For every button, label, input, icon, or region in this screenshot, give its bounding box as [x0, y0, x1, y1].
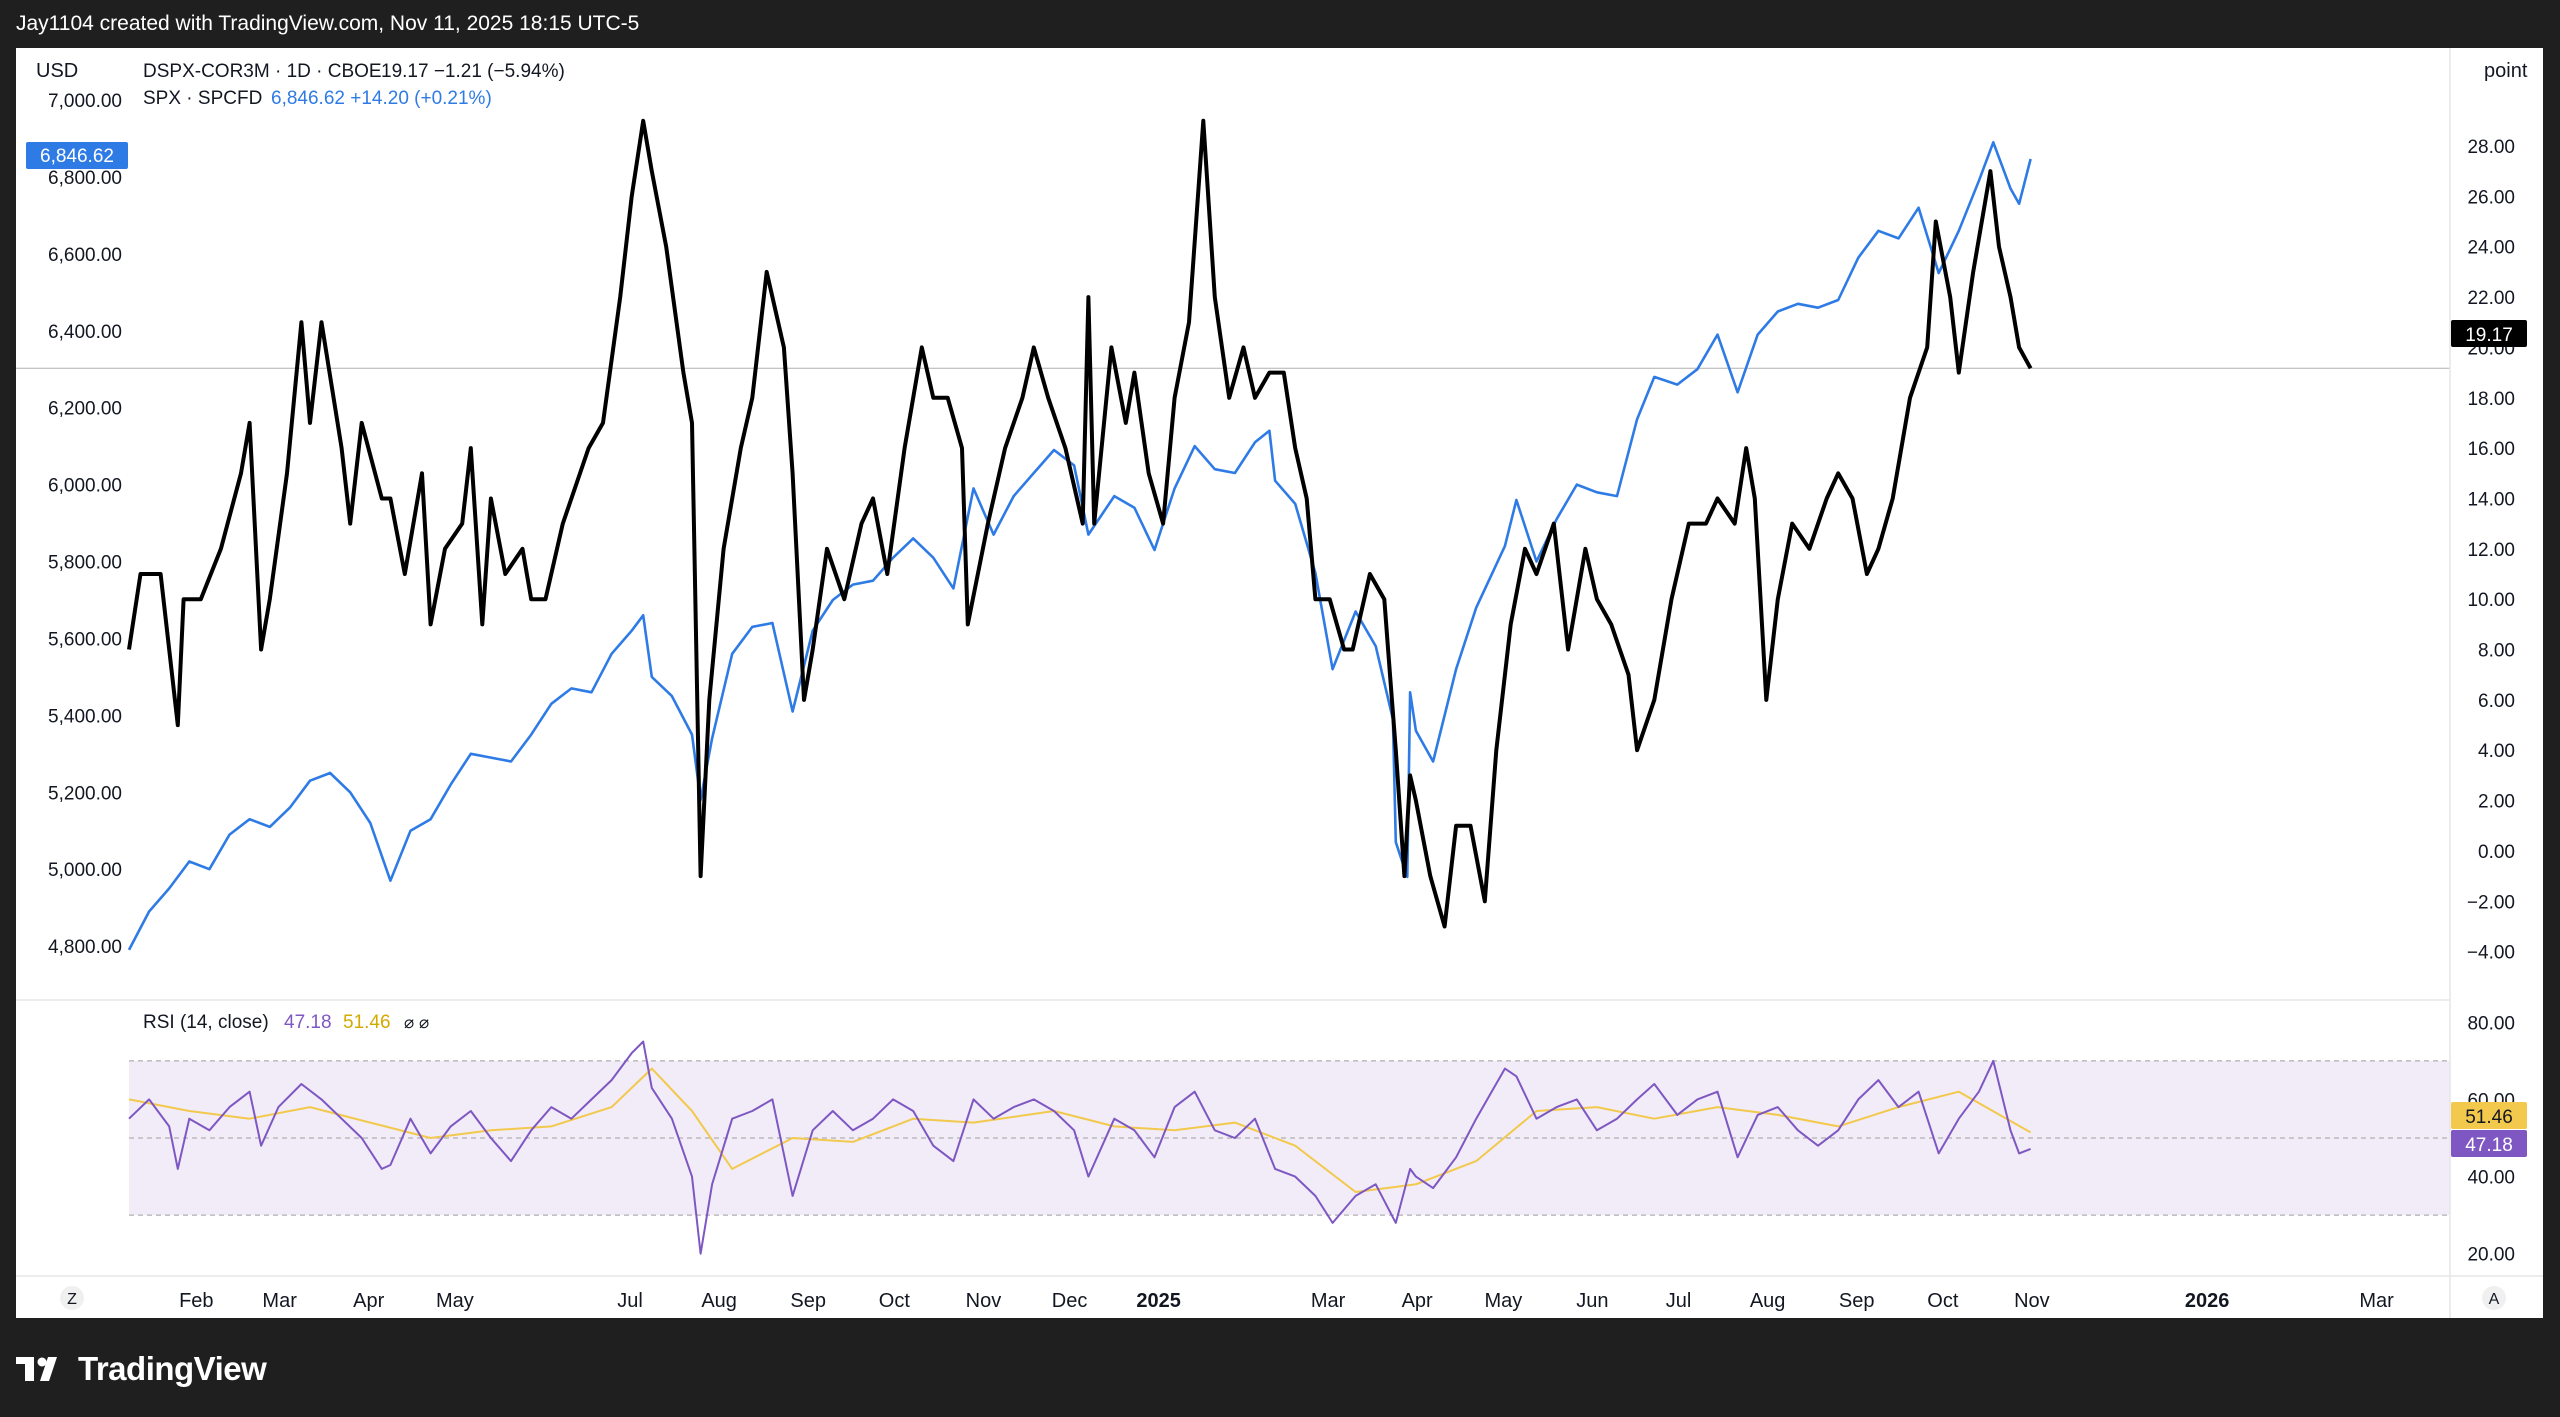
left-axis-tick: 6,800.00 — [48, 168, 122, 189]
time-axis-label: May — [436, 1290, 474, 1312]
right-axis-tick: 8.00 — [2478, 641, 2515, 662]
time-axis-label: May — [1484, 1290, 1522, 1312]
left-axis-tick: 6,000.00 — [48, 476, 122, 497]
time-axis-label: Mar — [262, 1290, 297, 1312]
series-layer — [127, 118, 2033, 1255]
rsi-axis-tick: 20.00 — [2467, 1245, 2515, 1266]
rsi-ma-badge: 51.46 — [2451, 1102, 2527, 1129]
time-axis-label: Nov — [2014, 1290, 2050, 1312]
right-axis-tick: 28.00 — [2467, 137, 2515, 158]
currency-label[interactable]: USD — [36, 60, 78, 82]
dspx-series-line — [127, 118, 2033, 929]
time-axis-label: Mar — [1311, 1290, 1346, 1312]
left-axis-tick: 6,400.00 — [48, 322, 122, 343]
series2-symbol[interactable]: SPX · SPCFD — [143, 88, 262, 109]
auto-scale-button[interactable]: A — [2482, 1286, 2506, 1310]
series1-values: 19.17 −1.21 (−5.94%) — [381, 61, 565, 82]
right-axis-tick: 18.00 — [2467, 389, 2515, 410]
time-axis-label: 2026 — [2185, 1290, 2230, 1312]
time-axis-label: 2025 — [1136, 1290, 1181, 1312]
left-price-text: 6,846.62 — [40, 146, 114, 167]
rsi-label[interactable]: RSI (14, close) — [143, 1012, 269, 1033]
footer-brand[interactable]: TradingView — [78, 1349, 267, 1387]
rsi-axis-tick: 80.00 — [2467, 1013, 2515, 1034]
rsi-ma-value: 51.46 — [343, 1012, 391, 1033]
left-axis-tick: 5,800.00 — [48, 553, 122, 574]
rsi-ma-badge-text: 51.46 — [2465, 1107, 2513, 1128]
attribution-bar: Jay1104 created with TradingView.com, No… — [0, 0, 2560, 48]
right-axis-tick: 6.00 — [2478, 691, 2515, 712]
zoom-reset-label: Z — [67, 1291, 77, 1308]
left-axis-tick: 5,600.00 — [48, 629, 122, 650]
rsi-settings-icons[interactable]: ⌀ ⌀ — [404, 1013, 429, 1032]
right-axis-tick: 0.00 — [2478, 842, 2515, 863]
time-axis-label: Apr — [1402, 1290, 1433, 1312]
left-axis-tick: 6,600.00 — [48, 245, 122, 266]
left-axis-tick: 7,000.00 — [48, 91, 122, 112]
right-axis-tick: 26.00 — [2467, 187, 2515, 208]
series2-values: 6,846.62 +14.20 (+0.21%) — [271, 88, 492, 109]
axis-layer: 7,000.00 6,800.00 6,600.00 6,400.00 6,200.00… — [48, 91, 2515, 1312]
time-axis-label: Sep — [1839, 1290, 1875, 1312]
left-axis-tick: 5,000.00 — [48, 860, 122, 881]
time-axis-label: Nov — [966, 1290, 1002, 1312]
right-price-text: 19.17 — [2465, 325, 2513, 346]
footer: TradingView — [16, 1320, 616, 1417]
time-axis-label: Dec — [1052, 1290, 1088, 1312]
right-axis-tick: 2.00 — [2478, 792, 2515, 813]
right-axis-tick: −2.00 — [2467, 892, 2515, 913]
right-price-badge: 19.17 — [2451, 320, 2527, 347]
left-axis-tick: 5,400.00 — [48, 706, 122, 727]
right-axis-tick: 24.00 — [2467, 238, 2515, 259]
right-axis-tick: 10.00 — [2467, 590, 2515, 611]
rsi-band — [129, 1060, 2450, 1216]
right-axis-tick: 22.00 — [2467, 288, 2515, 309]
series1-symbol[interactable]: DSPX-COR3M · 1D · CBOE — [143, 61, 382, 82]
right-unit-label[interactable]: point — [2484, 60, 2528, 82]
time-axis-label: Feb — [179, 1290, 213, 1312]
chart-panel[interactable]: 7,000.00 6,800.00 6,600.00 6,400.00 6,200.00… — [16, 48, 2543, 1318]
time-axis-label: Mar — [2359, 1290, 2394, 1312]
time-axis-label: Aug — [1750, 1290, 1786, 1312]
auto-scale-label: A — [2489, 1291, 2500, 1308]
rsi-value-badge: 47.18 — [2451, 1130, 2527, 1157]
rsi-axis-tick: 40.00 — [2467, 1168, 2515, 1189]
time-axis-label: Oct — [879, 1290, 911, 1312]
right-axis-tick: 16.00 — [2467, 439, 2515, 460]
rsi-line — [128, 1040, 2031, 1255]
time-axis-label: Sep — [790, 1290, 826, 1312]
right-axis-tick: 12.00 — [2467, 540, 2515, 561]
left-axis-tick: 5,200.00 — [48, 783, 122, 804]
time-axis-label: Jun — [1576, 1290, 1608, 1312]
rsi-value-badge-text: 47.18 — [2465, 1135, 2513, 1156]
time-axis-label: Oct — [1927, 1290, 1959, 1312]
spx-series-line — [127, 141, 2032, 951]
tradingview-logo-icon — [16, 1356, 57, 1381]
left-axis-tick: 4,800.00 — [48, 937, 122, 958]
right-axis-tick: −4.00 — [2467, 943, 2515, 964]
left-axis-tick: 6,200.00 — [48, 399, 122, 420]
zoom-reset-button[interactable]: Z — [60, 1286, 84, 1310]
time-axis-label: Jul — [617, 1290, 643, 1312]
time-axis-label: Apr — [353, 1290, 384, 1312]
left-price-badge: 6,846.62 — [26, 142, 128, 169]
time-axis-label: Aug — [701, 1290, 737, 1312]
chart-canvas[interactable]: 7,000.00 6,800.00 6,600.00 6,400.00 6,200.00… — [16, 48, 2543, 1318]
attribution-text: Jay1104 created with TradingView.com, No… — [16, 12, 640, 35]
rsi-value: 47.18 — [284, 1012, 332, 1033]
right-axis-tick: 4.00 — [2478, 741, 2515, 762]
time-axis-label: Jul — [1666, 1290, 1692, 1312]
right-axis-tick: 14.00 — [2467, 489, 2515, 510]
